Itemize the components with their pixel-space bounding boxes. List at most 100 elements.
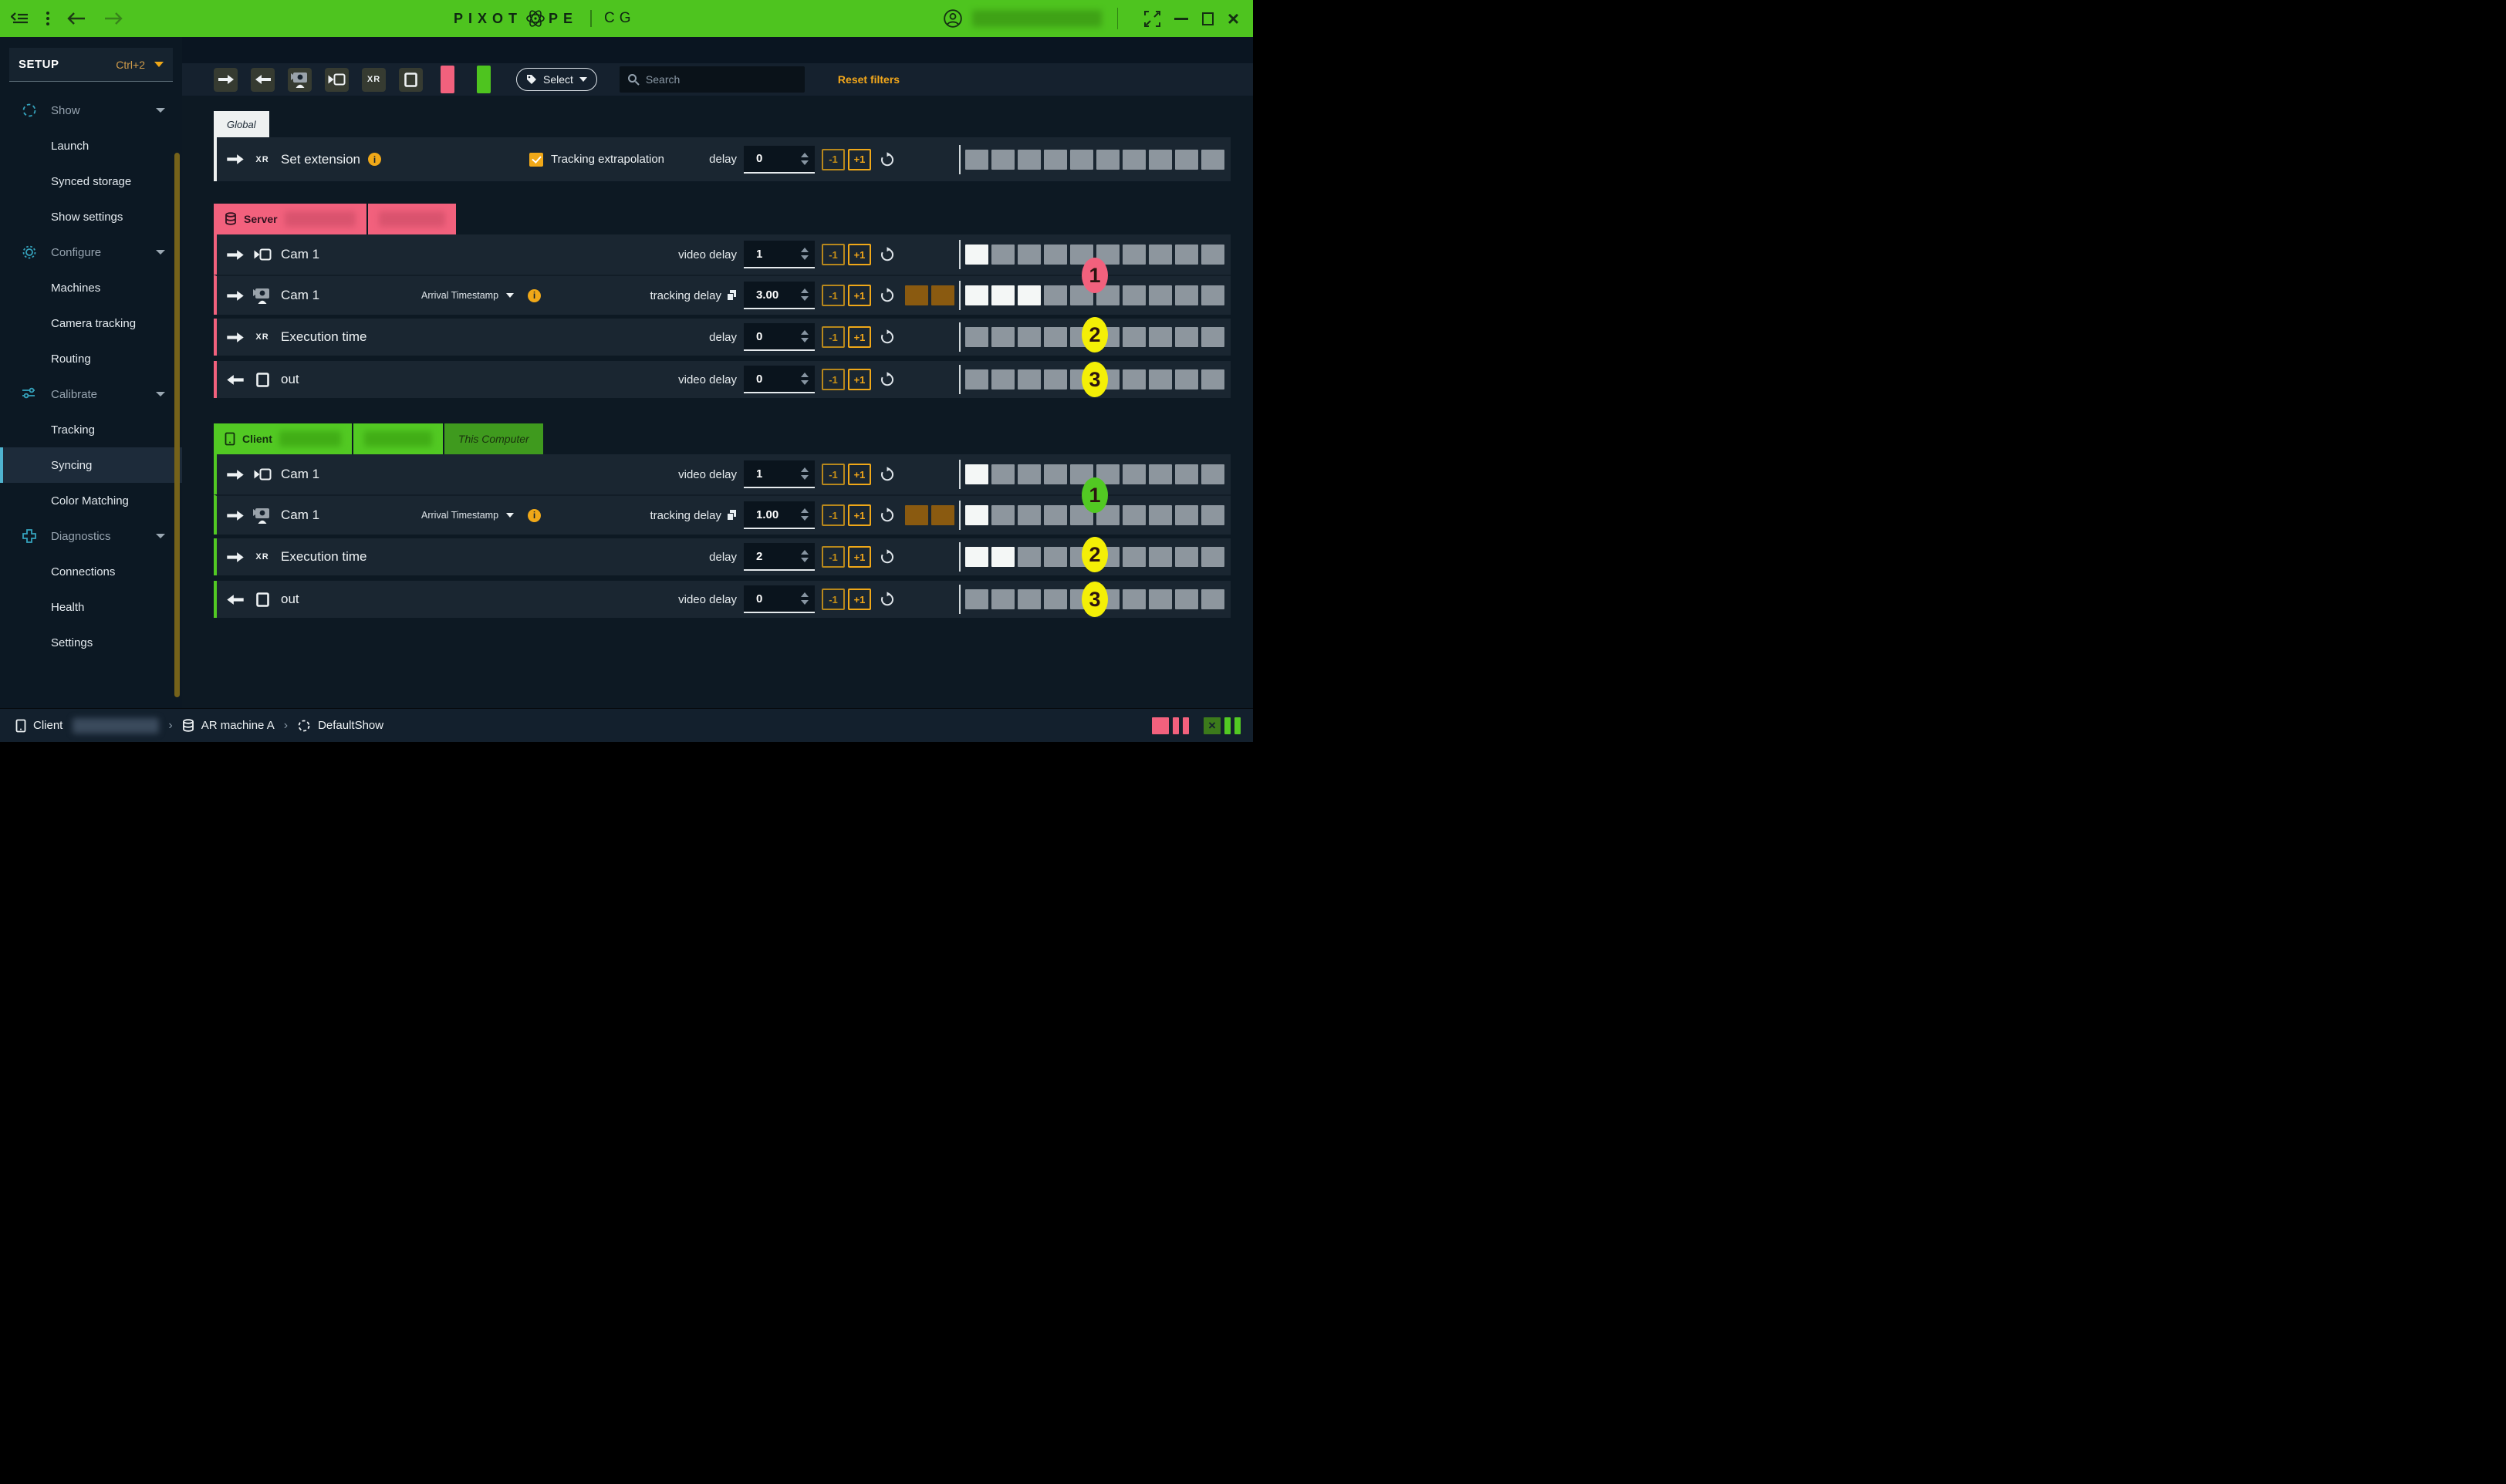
plus-one-button[interactable]: +1 (848, 148, 871, 170)
copy-icon[interactable] (727, 290, 737, 301)
delay-spinner[interactable]: 1 (744, 241, 815, 268)
server-tab[interactable]: Server (214, 204, 368, 234)
minus-one-button[interactable]: -1 (822, 244, 845, 265)
refresh-icon[interactable] (880, 247, 895, 262)
spinner-arrows[interactable] (801, 146, 809, 172)
select-dropdown[interactable]: Select (516, 68, 597, 91)
plus-one-button[interactable]: +1 (848, 546, 871, 568)
filter-tracking-camera-button[interactable] (288, 67, 312, 92)
spinner-arrows[interactable] (801, 241, 809, 267)
sidebar-item-camera-tracking[interactable]: Camera tracking (51, 316, 137, 330)
reset-filters-button[interactable]: Reset filters (837, 73, 900, 86)
refresh-icon[interactable] (880, 329, 895, 345)
plus-one-button[interactable]: +1 (848, 326, 871, 348)
filter-video-camera-button[interactable] (325, 67, 349, 92)
nav-forward-button[interactable] (103, 12, 123, 25)
plus-one-button[interactable]: +1 (848, 244, 871, 265)
refresh-icon[interactable] (880, 508, 895, 523)
sidebar-item-color-matching[interactable]: Color Matching (51, 494, 129, 508)
delay-spinner[interactable]: 0 (744, 585, 815, 613)
refresh-icon[interactable] (880, 151, 895, 167)
breadcrumb-show[interactable]: DefaultShow (297, 719, 383, 733)
filter-server-color-swatch[interactable] (441, 66, 454, 93)
minus-one-button[interactable]: -1 (822, 285, 845, 306)
minus-one-button[interactable]: -1 (822, 589, 845, 610)
delay-spinner[interactable]: 0 (744, 145, 815, 174)
filter-xr-button[interactable]: XR (362, 67, 386, 92)
sidebar-item-show-settings[interactable]: Show settings (51, 210, 123, 224)
delay-spinner[interactable]: 1.00 (744, 501, 815, 529)
spinner-arrows[interactable] (801, 366, 809, 392)
refresh-icon[interactable] (880, 288, 895, 303)
breadcrumb-client[interactable]: Client (15, 717, 160, 734)
spinner-arrows[interactable] (801, 460, 809, 487)
spinner-arrows[interactable] (801, 282, 809, 308)
user-account-icon[interactable] (943, 8, 963, 29)
search-input[interactable] (645, 73, 797, 86)
info-icon[interactable]: i (528, 288, 542, 302)
sidebar-item-tracking[interactable]: Tracking (51, 423, 95, 437)
sidebar-scrollbar[interactable] (174, 153, 180, 697)
server-tab-2[interactable] (367, 204, 458, 234)
tracking-extrapolation-checkbox[interactable] (529, 152, 543, 167)
filter-input-arrow-button[interactable] (214, 67, 238, 92)
client-tab[interactable]: Client (214, 423, 353, 454)
sidebar-group-show[interactable]: Show (0, 93, 182, 128)
maximize-button[interactable] (1201, 8, 1214, 29)
delay-spinner[interactable]: 0 (744, 366, 815, 393)
global-tab[interactable]: Global (214, 111, 269, 137)
refresh-icon[interactable] (880, 549, 895, 565)
sidebar-item-launch[interactable]: Launch (51, 139, 90, 153)
sidebar-item-syncing[interactable]: Syncing (0, 447, 182, 483)
sidebar-item-settings[interactable]: Settings (51, 636, 93, 649)
plus-one-button[interactable]: +1 (848, 369, 871, 390)
refresh-icon[interactable] (880, 467, 895, 482)
delay-spinner[interactable]: 1 (744, 460, 815, 488)
close-button[interactable]: × (1227, 7, 1239, 30)
sidebar-item-routing[interactable]: Routing (51, 352, 91, 366)
collapse-sidebar-icon[interactable] (11, 12, 29, 25)
minus-one-button[interactable]: -1 (822, 369, 845, 390)
plus-one-button[interactable]: +1 (848, 504, 871, 526)
plus-one-button[interactable]: +1 (848, 464, 871, 485)
sidebar-group-diagnostics[interactable]: Diagnostics (0, 518, 182, 554)
spinner-arrows[interactable] (801, 543, 809, 569)
plus-one-button[interactable]: +1 (848, 285, 871, 306)
timestamp-mode-dropdown[interactable]: Arrival Timestamp i (421, 508, 542, 522)
sidebar-item-synced-storage[interactable]: Synced storage (51, 174, 132, 188)
nav-back-button[interactable] (66, 12, 86, 25)
filter-out-button[interactable] (399, 67, 423, 92)
spinner-arrows[interactable] (801, 501, 809, 528)
spinner-arrows[interactable] (801, 585, 809, 612)
plus-one-button[interactable]: +1 (848, 589, 871, 610)
spinner-arrows[interactable] (801, 323, 809, 349)
timestamp-mode-dropdown[interactable]: Arrival Timestamp i (421, 288, 542, 302)
minus-one-button[interactable]: -1 (822, 546, 845, 568)
menu-kebab-icon[interactable] (46, 12, 49, 25)
breadcrumb-machine[interactable]: AR machine A (182, 718, 275, 733)
minus-one-button[interactable]: -1 (822, 148, 845, 170)
minimize-button[interactable] (1174, 8, 1188, 29)
sidebar-group-configure[interactable]: Configure (0, 234, 182, 270)
delay-spinner[interactable]: 0 (744, 323, 815, 351)
minus-one-button[interactable]: -1 (822, 464, 845, 485)
info-icon[interactable]: i (368, 153, 382, 166)
client-tab-2[interactable] (353, 423, 444, 454)
this-computer-tab[interactable]: This Computer (444, 423, 543, 454)
info-icon[interactable]: i (528, 508, 542, 522)
refresh-icon[interactable] (880, 372, 895, 387)
filter-client-color-swatch[interactable] (477, 66, 491, 93)
sidebar-item-health[interactable]: Health (51, 600, 85, 614)
filter-output-arrow-button[interactable] (251, 67, 275, 92)
sidebar-item-connections[interactable]: Connections (51, 565, 116, 578)
setup-mode-dropdown[interactable]: SETUP Ctrl+2 (9, 48, 173, 82)
delay-spinner[interactable]: 3.00 (744, 282, 815, 309)
refresh-icon[interactable] (880, 592, 895, 607)
sidebar-item-machines[interactable]: Machines (51, 281, 101, 295)
minus-one-button[interactable]: -1 (822, 504, 845, 526)
minus-one-button[interactable]: -1 (822, 326, 845, 348)
delay-spinner[interactable]: 2 (744, 543, 815, 571)
fullscreen-icon[interactable] (1143, 8, 1160, 29)
sidebar-group-calibrate[interactable]: Calibrate (0, 376, 182, 412)
copy-icon[interactable] (727, 510, 737, 521)
